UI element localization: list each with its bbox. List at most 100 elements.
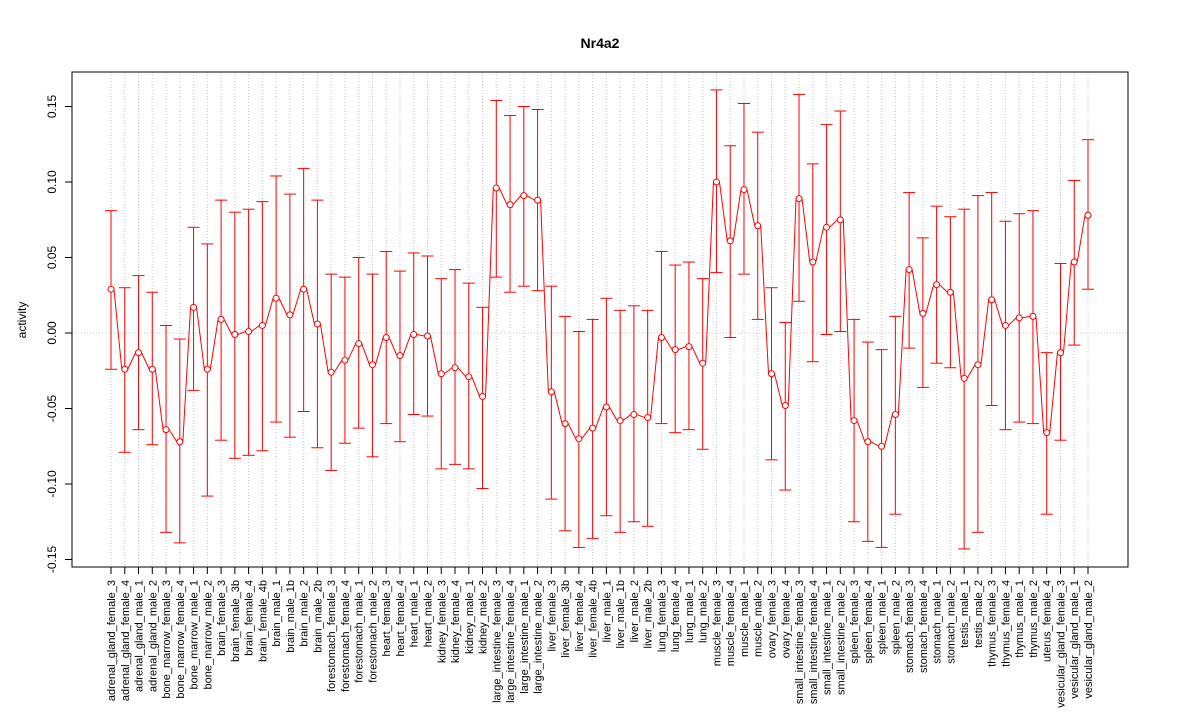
series-segment (540, 200, 549, 392)
x-tick-label: liver_female_4b (588, 580, 600, 658)
series-segment (141, 352, 150, 370)
series-segment (388, 337, 398, 356)
data-point (616, 417, 624, 425)
data-point (121, 365, 129, 373)
series-segment (608, 406, 618, 421)
data-point (423, 332, 431, 340)
data-point (286, 311, 294, 319)
x-tick-label: brain_male_1b (285, 580, 297, 653)
series-segment (801, 198, 811, 263)
x-tick-label: kidney_female_4 (450, 580, 462, 663)
series-segment (1076, 215, 1086, 263)
x-tick-label: small_intestine_male_2 (835, 580, 847, 695)
data-point (809, 258, 817, 266)
series-segment (897, 269, 907, 415)
series-segment (581, 427, 591, 439)
data-point (740, 186, 748, 194)
x-tick-label: forestomach_male_1 (354, 580, 366, 683)
x-tick-label: large_intestine_male_2 (533, 580, 545, 694)
series-segment (595, 406, 604, 429)
x-tick-label: brain_female_4 (244, 580, 256, 656)
data-point (245, 327, 253, 335)
x-tick-label: brain_female_3b (230, 580, 242, 662)
data-point (396, 352, 404, 360)
series-segment (402, 334, 412, 356)
x-tick-label: bone_marrow_female_4 (175, 580, 187, 699)
x-tick-label: lung_female_3 (656, 580, 668, 652)
plot-frame (71, 71, 1129, 568)
y-tick-label: -0.10 (45, 470, 59, 498)
data-point (823, 223, 831, 231)
data-point (135, 349, 143, 357)
data-point (768, 370, 776, 378)
series-segment (952, 292, 962, 379)
series-segment (347, 343, 357, 361)
series-segment (732, 189, 742, 241)
data-point (479, 392, 487, 400)
series-segment (829, 219, 838, 228)
series-segment (526, 195, 535, 201)
series-segment (1022, 315, 1031, 319)
data-point (712, 178, 720, 186)
series-segment (154, 369, 164, 430)
points (107, 178, 1092, 450)
data-point (272, 294, 280, 302)
y-tick-label: -0.15 (45, 546, 59, 574)
data-point (465, 373, 473, 381)
data-point (960, 374, 968, 382)
series-segment (168, 429, 178, 442)
series-segment (622, 414, 632, 421)
data-point (492, 184, 500, 192)
x-tick-label: thymus_female_3 (987, 580, 999, 667)
data-point (148, 365, 156, 373)
series-segment (939, 284, 948, 293)
x-tick-label: stomach_male_1 (932, 580, 944, 664)
chart-title: Nr4a2 (581, 35, 620, 51)
series-segment (209, 319, 219, 370)
x-tick-label: large_intestine_female_3 (491, 580, 503, 703)
x-tick-label: uterus_female_4 (1042, 580, 1054, 662)
x-tick-label: bone_marrow_male_2 (202, 580, 214, 689)
data-point (974, 361, 982, 369)
series-segment (815, 227, 825, 263)
x-tick-label: liver_male_1 (601, 580, 613, 642)
x-tick-label: adrenal_gland_female_4 (120, 580, 132, 701)
x-tick-label: bone_marrow_male_1 (189, 580, 201, 689)
x-tick-label: vesicular_gland_male_1 (1069, 580, 1081, 699)
series-segment (856, 420, 866, 442)
series-segment (196, 307, 205, 370)
data-point (795, 195, 803, 203)
x-tick-label: testis_male_2 (973, 580, 985, 648)
data-point (575, 435, 583, 443)
series-segment (636, 414, 645, 419)
series-segment (512, 195, 522, 205)
series-segment (319, 323, 329, 373)
series-segment (553, 391, 563, 424)
series-segment (306, 289, 315, 325)
x-tick-label: liver_male_2 (629, 580, 641, 642)
series-segment (251, 325, 260, 332)
series-segment (1008, 317, 1017, 326)
data-point (107, 285, 115, 293)
data-point (561, 420, 569, 428)
data-point (355, 340, 363, 348)
data-point (1001, 321, 1009, 329)
x-tick-label: kidney_male_1 (464, 580, 476, 654)
data-point (534, 196, 542, 204)
x-tick-label: large_intestine_female_4 (505, 580, 517, 703)
x-tick-label: liver_male_1b (615, 580, 627, 648)
x-tick-label: thymus_male_1 (1014, 580, 1026, 658)
x-tick-label: vesicular_gland_male_2 (1083, 580, 1095, 699)
series-segment (774, 373, 783, 406)
x-tick-label: testis_male_1 (959, 580, 971, 648)
x-tick-label: adrenal_gland_female_3 (106, 580, 118, 701)
x-tick-label: stomach_female_3 (904, 580, 916, 673)
data-point (410, 331, 418, 339)
x-tick-label: brain_female_3 (216, 580, 228, 656)
y-tick-label: 0.15 (45, 94, 59, 118)
data-point (437, 370, 445, 378)
data-point (864, 438, 872, 446)
x-tick-label: kidney_female_3 (436, 580, 448, 663)
data-point (644, 414, 652, 422)
